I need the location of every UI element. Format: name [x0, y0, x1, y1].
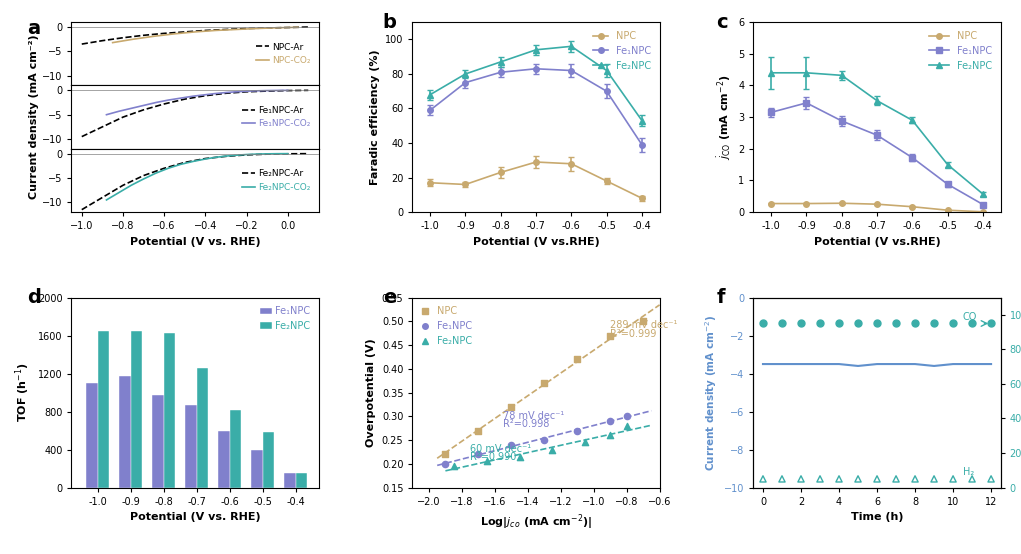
H₂ — [964, 474, 980, 483]
Bar — [251, 449, 262, 488]
Point — [445, 461, 461, 470]
Text: e: e — [383, 288, 396, 307]
CO — [849, 319, 866, 328]
Legend: Fe₂NPC-Ar, Fe₂NPC-CO₂: Fe₂NPC-Ar, Fe₂NPC-CO₂ — [238, 166, 314, 196]
Text: d: d — [27, 288, 41, 307]
X-axis label: Log|$j_{co}$ (mA cm$^{-2}$)|: Log|$j_{co}$ (mA cm$^{-2}$)| — [480, 512, 592, 532]
Point — [536, 435, 552, 444]
Point — [635, 317, 651, 326]
Point — [544, 445, 561, 454]
Bar — [87, 383, 98, 488]
Text: CO: CO — [963, 312, 977, 322]
Point — [577, 438, 593, 447]
H₂ — [888, 474, 905, 483]
CO — [964, 319, 980, 328]
H₂ — [944, 474, 961, 483]
Legend: NPC, Fe₁NPC, Fe₂NPC: NPC, Fe₁NPC, Fe₂NPC — [418, 302, 476, 350]
CO — [944, 319, 961, 328]
Text: 78 mV dec⁻¹: 78 mV dec⁻¹ — [503, 411, 565, 420]
Point — [471, 426, 487, 435]
Point — [512, 452, 528, 461]
H₂ — [983, 474, 1000, 483]
Y-axis label: $\dot{j}_{\rm CO}$ (mA cm$^{-2}$): $\dot{j}_{\rm CO}$ (mA cm$^{-2}$) — [716, 74, 733, 160]
Bar — [230, 409, 241, 488]
Point — [569, 355, 585, 364]
Bar — [295, 473, 307, 488]
Legend: Fe₁NPC-Ar, Fe₁NPC-CO₂: Fe₁NPC-Ar, Fe₁NPC-CO₂ — [238, 102, 314, 132]
H₂ — [907, 474, 923, 483]
Text: R²=0.990: R²=0.990 — [470, 453, 517, 463]
Text: 289 mV dec⁻¹: 289 mV dec⁻¹ — [611, 320, 678, 330]
Point — [602, 331, 619, 340]
Bar — [284, 473, 295, 488]
Point — [437, 450, 453, 459]
CO — [774, 319, 790, 328]
Bar — [119, 376, 131, 488]
Point — [602, 417, 619, 425]
Bar — [185, 405, 197, 488]
Bar — [163, 333, 176, 488]
Y-axis label: Overpotential (V): Overpotential (V) — [367, 338, 377, 447]
Text: f: f — [717, 288, 725, 307]
CO — [869, 319, 885, 328]
Text: R²=0.998: R²=0.998 — [503, 419, 549, 429]
Point — [479, 457, 495, 466]
CO — [907, 319, 923, 328]
Point — [536, 378, 552, 387]
H₂ — [926, 474, 942, 483]
CO — [983, 319, 1000, 328]
H₂ — [849, 474, 866, 483]
Bar — [197, 368, 208, 488]
Legend: Fe₁NPC, Fe₂NPC: Fe₁NPC, Fe₂NPC — [256, 302, 313, 335]
CO — [755, 319, 771, 328]
Point — [602, 431, 619, 440]
X-axis label: Potential (V vs.RHE): Potential (V vs.RHE) — [814, 237, 940, 247]
Point — [619, 412, 635, 420]
Text: R²=0.999: R²=0.999 — [611, 329, 657, 339]
Point — [569, 426, 585, 435]
Point — [503, 440, 520, 449]
Bar — [98, 331, 109, 488]
Y-axis label: Faradic efficiency (%): Faradic efficiency (%) — [370, 49, 380, 185]
Bar — [218, 432, 230, 488]
H₂ — [774, 474, 790, 483]
Point — [503, 402, 520, 411]
Y-axis label: Current density (mA cm⁻²): Current density (mA cm⁻²) — [30, 35, 39, 199]
Text: 60 mV dec⁻¹: 60 mV dec⁻¹ — [470, 444, 531, 454]
H₂ — [793, 474, 810, 483]
Point — [437, 459, 453, 468]
Text: a: a — [27, 19, 40, 38]
CO — [812, 319, 828, 328]
Bar — [131, 331, 142, 488]
Y-axis label: Current density (mA cm$^{-2}$): Current density (mA cm$^{-2}$) — [702, 315, 719, 471]
Text: H₂: H₂ — [963, 468, 974, 478]
X-axis label: Potential (V vs. RHE): Potential (V vs. RHE) — [130, 512, 260, 522]
Y-axis label: TOF (h$^{-1}$): TOF (h$^{-1}$) — [13, 363, 33, 422]
Text: b: b — [383, 13, 397, 32]
Bar — [152, 396, 163, 488]
X-axis label: Time (h): Time (h) — [850, 512, 904, 522]
H₂ — [831, 474, 847, 483]
CO — [926, 319, 942, 328]
Legend: NPC-Ar, NPC-CO₂: NPC-Ar, NPC-CO₂ — [252, 39, 314, 69]
CO — [793, 319, 810, 328]
CO — [888, 319, 905, 328]
Legend: NPC, Fe₁NPC, Fe₂NPC: NPC, Fe₁NPC, Fe₂NPC — [926, 27, 995, 75]
CO — [831, 319, 847, 328]
H₂ — [812, 474, 828, 483]
Legend: NPC, Fe₁NPC, Fe₂NPC: NPC, Fe₁NPC, Fe₂NPC — [589, 27, 654, 75]
Bar — [262, 433, 274, 488]
Point — [619, 422, 635, 430]
H₂ — [755, 474, 771, 483]
H₂ — [869, 474, 885, 483]
X-axis label: Potential (V vs.RHE): Potential (V vs.RHE) — [473, 237, 599, 247]
Point — [471, 450, 487, 459]
Text: c: c — [717, 13, 728, 32]
X-axis label: Potential (V vs. RHE): Potential (V vs. RHE) — [130, 237, 260, 247]
